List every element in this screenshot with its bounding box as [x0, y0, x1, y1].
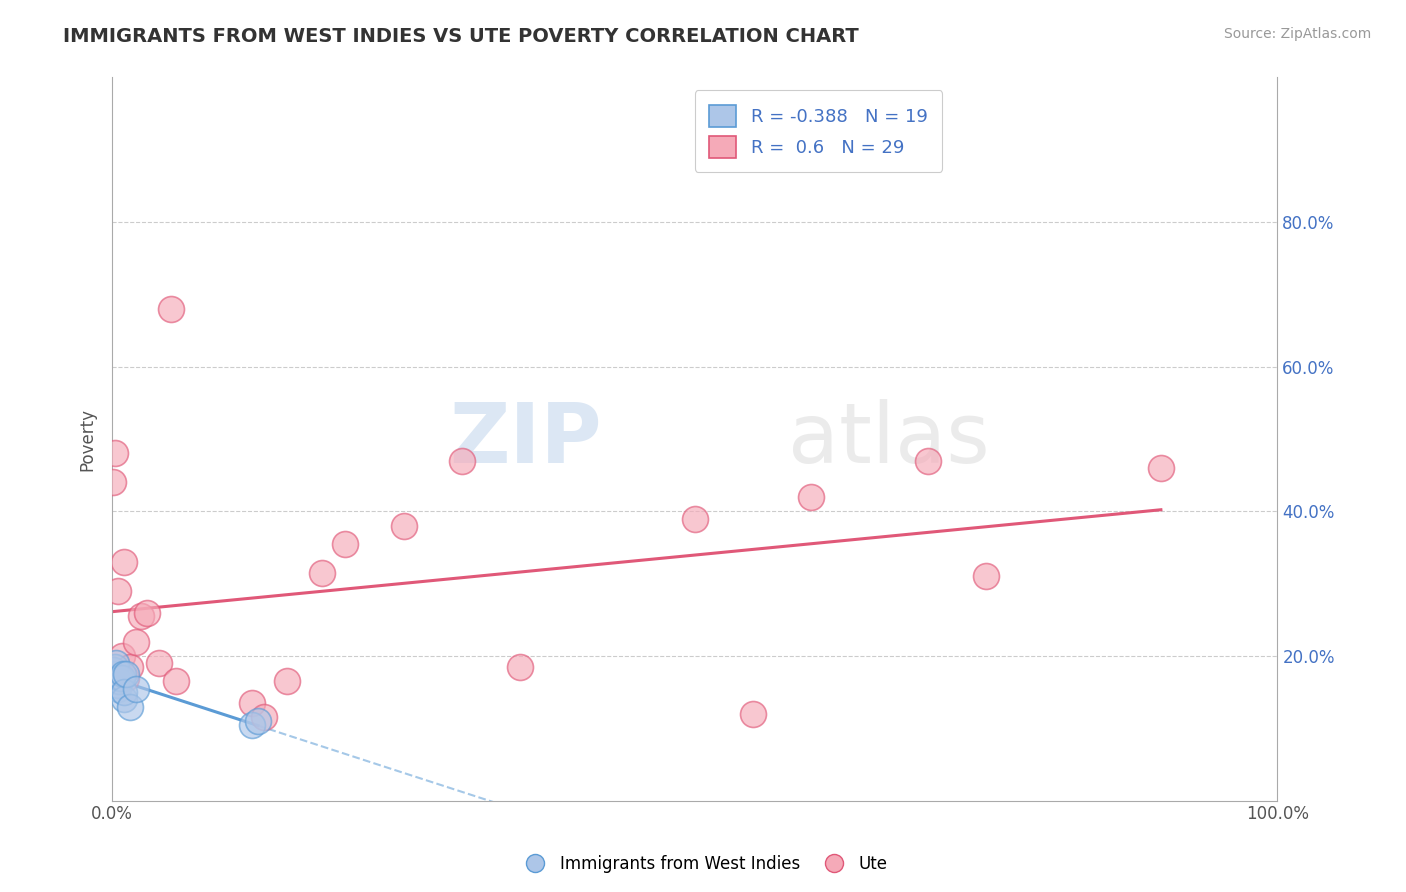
Point — [105, 667, 128, 681]
Point — [111, 667, 134, 681]
Point — [115, 671, 138, 685]
Point — [103, 475, 125, 490]
Point — [107, 678, 129, 692]
Point — [118, 660, 141, 674]
Point — [253, 710, 276, 724]
Point — [159, 301, 181, 316]
Point — [240, 717, 263, 731]
Point — [103, 664, 125, 678]
Point — [107, 681, 129, 696]
Text: Source: ZipAtlas.com: Source: ZipAtlas.com — [1223, 27, 1371, 41]
Point — [108, 674, 131, 689]
Text: IMMIGRANTS FROM WEST INDIES VS UTE POVERTY CORRELATION CHART: IMMIGRANTS FROM WEST INDIES VS UTE POVER… — [63, 27, 859, 45]
Point — [136, 606, 159, 620]
Point — [1150, 461, 1173, 475]
Point — [112, 692, 135, 706]
Point — [148, 657, 170, 671]
Point — [105, 674, 128, 689]
Point — [107, 583, 129, 598]
Point — [392, 518, 415, 533]
Point — [131, 609, 153, 624]
Point — [103, 446, 125, 460]
Legend: Immigrants from West Indies, Ute: Immigrants from West Indies, Ute — [512, 848, 894, 880]
Point — [124, 681, 146, 696]
Point — [974, 569, 997, 583]
Point — [509, 660, 531, 674]
Point — [103, 667, 125, 681]
Point — [110, 648, 132, 663]
Point — [165, 674, 187, 689]
Point — [110, 671, 132, 685]
Text: ZIP: ZIP — [449, 399, 602, 480]
Point — [124, 634, 146, 648]
Point — [246, 714, 269, 728]
Point — [112, 685, 135, 699]
Point — [800, 490, 823, 504]
Point — [335, 537, 357, 551]
Point — [103, 664, 125, 678]
Point — [276, 674, 298, 689]
Point — [311, 566, 333, 580]
Point — [917, 454, 939, 468]
Point — [103, 660, 125, 674]
Legend: R = -0.388   N = 19, R =  0.6   N = 29: R = -0.388 N = 19, R = 0.6 N = 29 — [695, 90, 942, 172]
Point — [103, 671, 125, 685]
Point — [118, 699, 141, 714]
Point — [110, 671, 132, 685]
Point — [683, 511, 706, 525]
Point — [104, 657, 127, 671]
Text: atlas: atlas — [787, 399, 990, 480]
Y-axis label: Poverty: Poverty — [79, 408, 96, 470]
Point — [240, 696, 263, 710]
Point — [742, 706, 765, 721]
Point — [115, 667, 138, 681]
Point — [450, 454, 472, 468]
Point — [112, 555, 135, 569]
